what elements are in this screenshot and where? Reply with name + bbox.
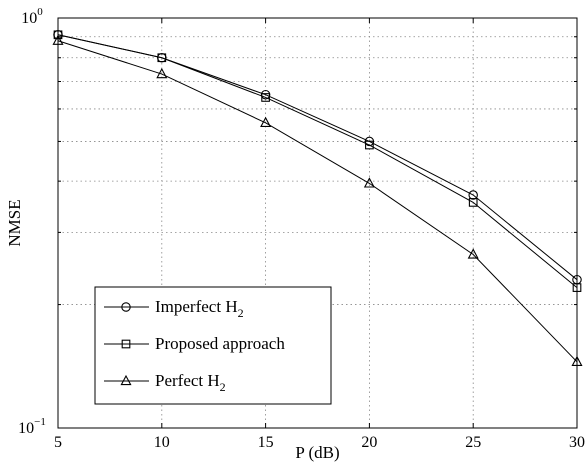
data-point-square xyxy=(468,198,478,207)
legend-label: Perfect H2 xyxy=(155,371,226,394)
data-point-triangle xyxy=(571,355,583,366)
data-point-square xyxy=(365,140,374,150)
series-layer xyxy=(52,30,583,366)
legend-marker-triangle xyxy=(120,374,132,386)
x-tick-label: 20 xyxy=(361,434,377,451)
series-circle xyxy=(53,30,582,285)
legend: Imperfect H2 Proposed approach Perfect H2 xyxy=(94,286,332,405)
legend-marker-circle xyxy=(121,302,131,312)
series-triangle xyxy=(52,34,583,366)
data-point-triangle xyxy=(52,34,64,45)
y-tick-label: 10−1 xyxy=(18,416,46,437)
x-tick-label: 5 xyxy=(54,434,62,451)
series-square xyxy=(53,30,582,292)
data-point-triangle xyxy=(467,248,479,259)
grid xyxy=(58,18,577,428)
legend-marker-square xyxy=(121,339,131,349)
y-tick-label: 100 xyxy=(21,6,43,27)
data-point-square xyxy=(261,93,270,102)
data-point-square xyxy=(53,30,63,40)
data-point-triangle xyxy=(363,177,375,188)
legend-label: Imperfect H2 xyxy=(155,297,244,320)
data-point-square xyxy=(157,53,167,63)
x-tick-label: 30 xyxy=(569,434,585,451)
x-tick-label: 25 xyxy=(465,434,481,451)
series-line xyxy=(57,40,578,363)
legend-label: Proposed approach xyxy=(155,334,285,353)
series-line xyxy=(57,34,578,288)
data-point-square xyxy=(572,283,582,292)
axis-ticks: 5 10 15 20 25 30 10−1 100 xyxy=(18,6,585,451)
x-axis-label: P (dB) xyxy=(295,443,339,462)
x-tick-label: 10 xyxy=(154,434,170,451)
data-point-triangle xyxy=(260,116,272,127)
data-point-triangle xyxy=(156,67,168,79)
y-axis-label: NMSE xyxy=(5,199,24,246)
plot-frame xyxy=(57,17,578,429)
series-line xyxy=(57,34,578,281)
data-point-circle xyxy=(468,190,478,200)
x-tick-label: 15 xyxy=(258,434,274,451)
